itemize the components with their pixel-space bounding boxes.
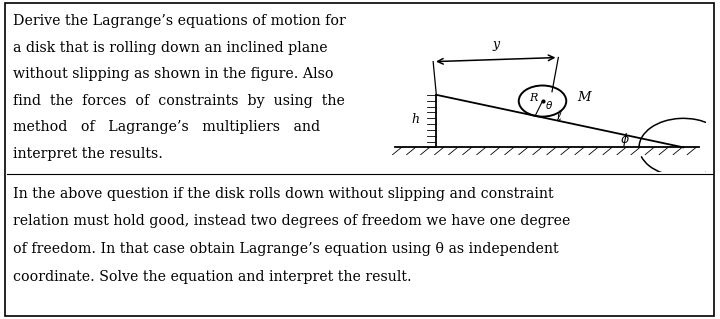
Text: interpret the results.: interpret the results.: [13, 147, 163, 161]
Text: M: M: [577, 92, 591, 104]
Text: $\ell$: $\ell$: [556, 109, 562, 123]
Text: Derive the Lagrange’s equations of motion for: Derive the Lagrange’s equations of motio…: [13, 14, 346, 28]
Text: $\theta$: $\theta$: [545, 99, 554, 111]
Text: y: y: [492, 38, 499, 51]
Text: $\phi$: $\phi$: [620, 131, 630, 148]
Text: of freedom. In that case obtain Lagrange’s equation using θ as independent: of freedom. In that case obtain Lagrange…: [13, 242, 559, 256]
Text: find  the  forces  of  constraints  by  using  the: find the forces of constraints by using …: [13, 94, 345, 108]
Text: without slipping as shown in the figure. Also: without slipping as shown in the figure.…: [13, 67, 333, 81]
Text: In the above question if the disk rolls down without slipping and constraint: In the above question if the disk rolls …: [13, 187, 554, 201]
Text: coordinate. Solve the equation and interpret the result.: coordinate. Solve the equation and inter…: [13, 270, 412, 284]
Text: R: R: [529, 93, 538, 103]
Text: relation must hold good, instead two degrees of freedom we have one degree: relation must hold good, instead two deg…: [13, 214, 570, 228]
Text: a disk that is rolling down an inclined plane: a disk that is rolling down an inclined …: [13, 41, 328, 55]
Text: method   of   Lagrange’s   multipliers   and: method of Lagrange’s multipliers and: [13, 120, 320, 134]
Text: h: h: [412, 113, 420, 126]
